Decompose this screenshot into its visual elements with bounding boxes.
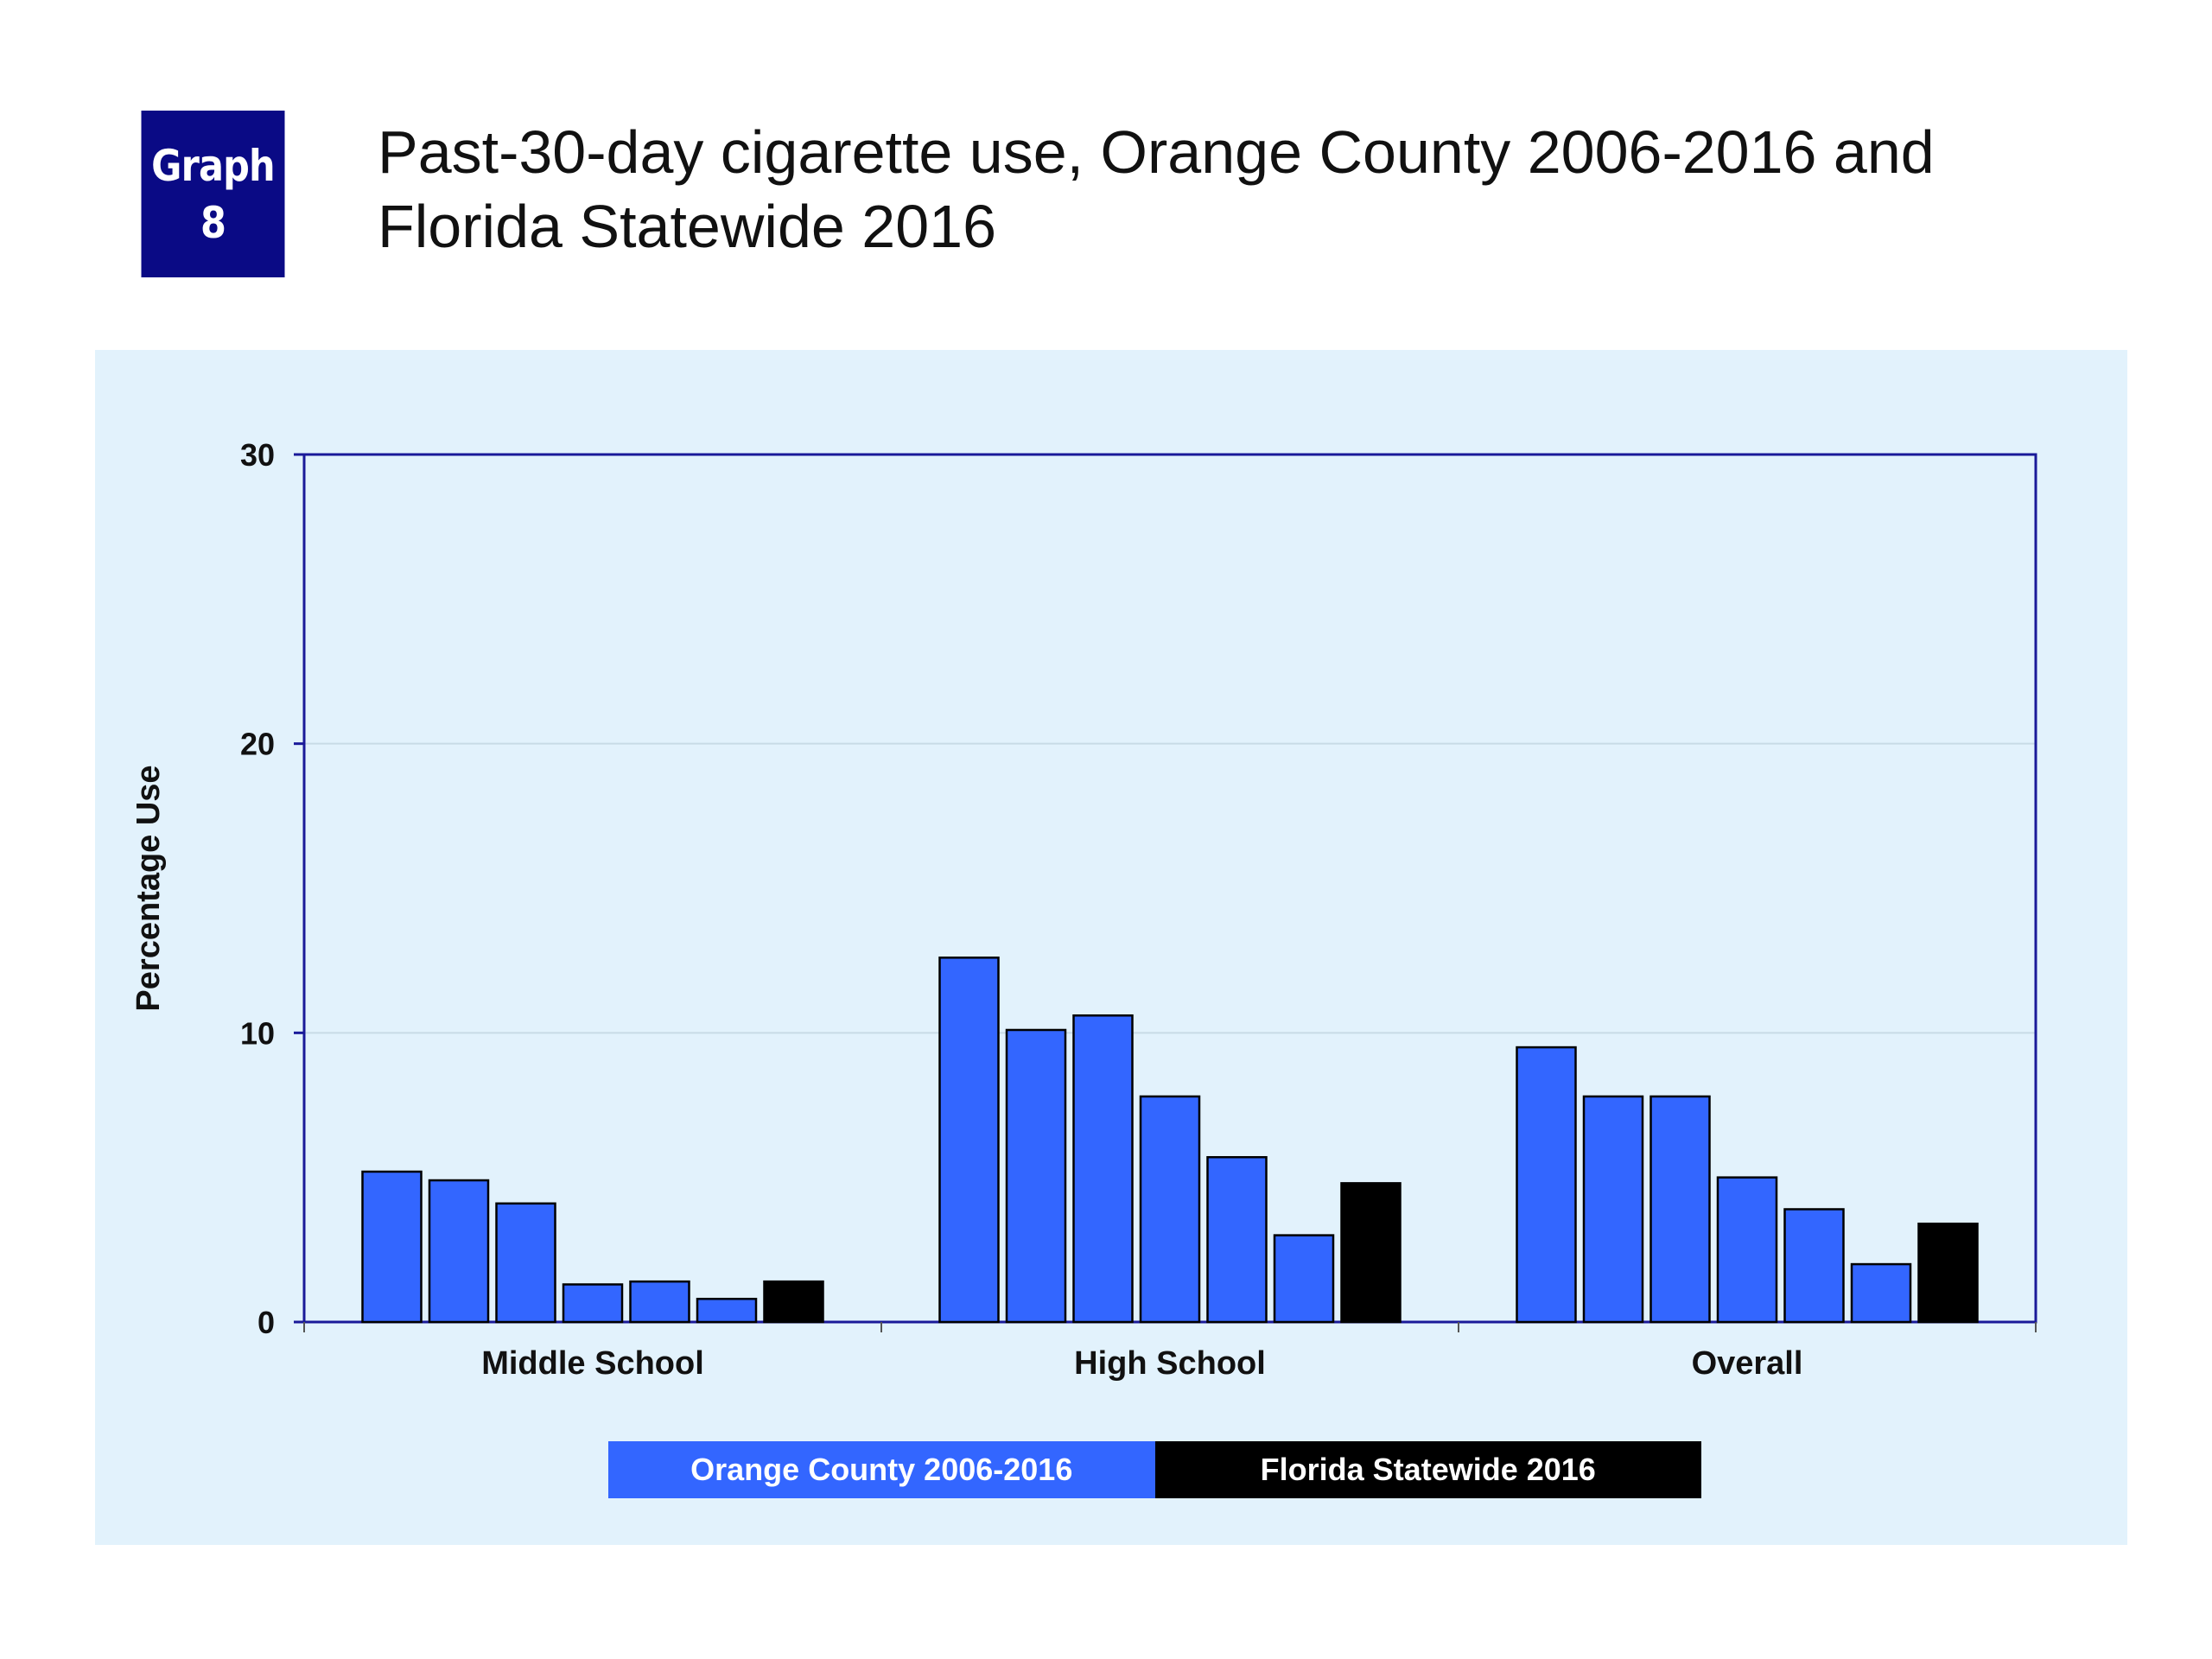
bar-florida-statewide	[1917, 1222, 1979, 1324]
bar-florida-statewide	[1340, 1182, 1402, 1324]
graph-badge-label: Graph	[151, 140, 275, 191]
legend-item-orange-county: Orange County 2006-2016	[608, 1441, 1155, 1498]
page-title-line-1: Past-30-day cigarette use, Orange County…	[378, 118, 1935, 186]
bar-orange-county	[1649, 1095, 1711, 1324]
bar-orange-county	[361, 1170, 423, 1324]
graph-badge-number: 8	[200, 197, 226, 248]
y-tick-label: 10	[240, 1015, 275, 1051]
bar-orange-county	[1516, 1046, 1577, 1324]
bar-orange-county	[696, 1297, 758, 1324]
bar-orange-county	[428, 1179, 490, 1324]
bar-orange-county	[1850, 1262, 1912, 1324]
legend-item-florida-statewide: Florida Statewide 2016	[1154, 1441, 1701, 1498]
page-title: Past-30-day cigarette use, Orange County…	[378, 115, 2063, 264]
bar-orange-county	[1783, 1208, 1845, 1324]
bar-orange-county	[1206, 1155, 1268, 1324]
bar-orange-county	[1139, 1095, 1201, 1324]
bar-orange-county	[562, 1283, 624, 1324]
page-title-line-2: Florida Statewide 2016	[378, 193, 996, 260]
y-tick-label: 20	[240, 727, 275, 762]
y-tick-label: 0	[257, 1305, 275, 1340]
y-axis-label: Percentage Use	[130, 765, 167, 1011]
bar-orange-county	[1716, 1176, 1778, 1324]
y-tick-label: 30	[240, 437, 275, 473]
x-category-label: Overall	[1692, 1345, 1803, 1382]
chart-legend: Orange County 2006-2016 Florida Statewid…	[608, 1441, 1701, 1498]
chart-panel	[95, 350, 2127, 1545]
x-category-label: High School	[1074, 1345, 1266, 1382]
bar-orange-county	[629, 1280, 690, 1324]
bar-orange-county	[1273, 1234, 1335, 1324]
bar-orange-county	[495, 1202, 556, 1324]
x-category-label: Middle School	[481, 1345, 704, 1382]
bar-orange-county	[938, 957, 1000, 1324]
bar-florida-statewide	[763, 1280, 824, 1324]
bar-orange-county	[1072, 1014, 1134, 1324]
graph-badge: Graph 8	[141, 111, 285, 277]
bar-orange-county	[1582, 1095, 1644, 1324]
bar-orange-county	[1005, 1028, 1067, 1324]
